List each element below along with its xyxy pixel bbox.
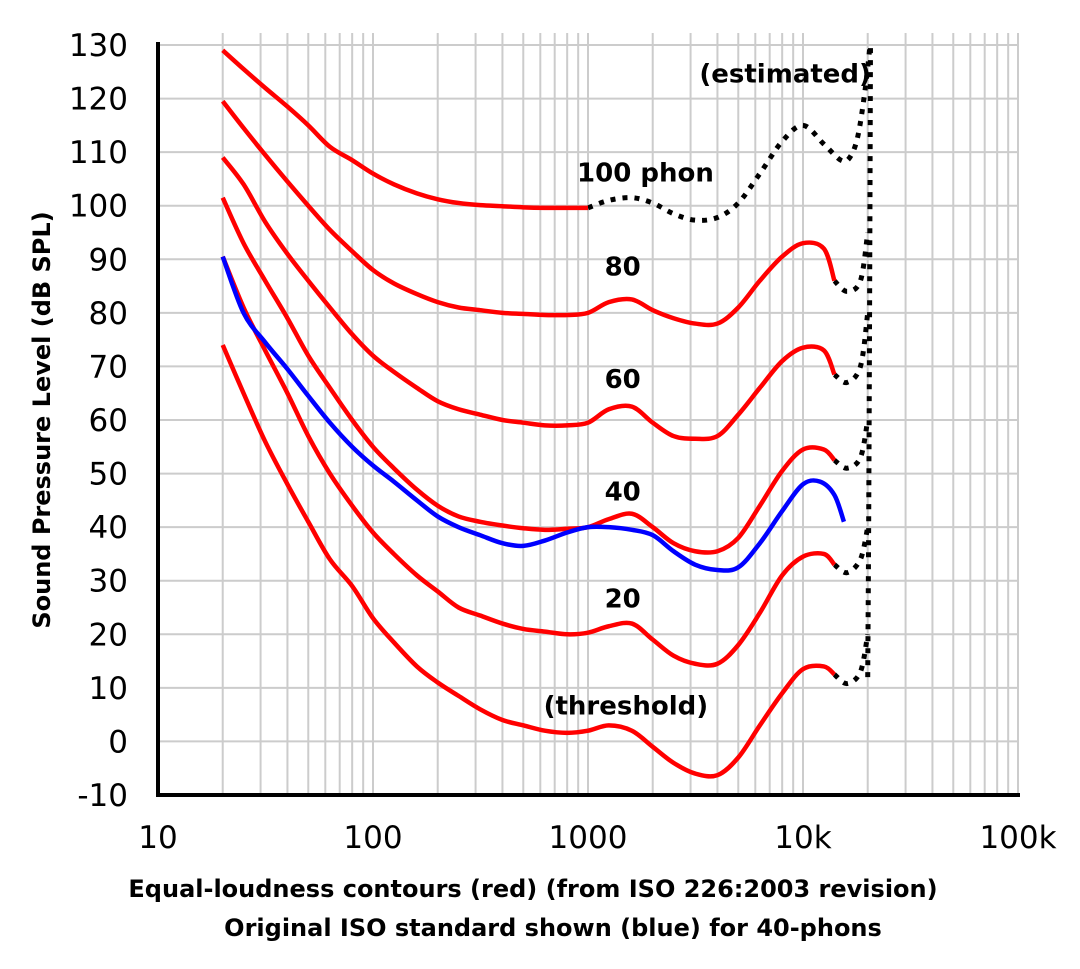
y-tick-label: 110 bbox=[69, 135, 128, 171]
original-40-phon-curve bbox=[220, 255, 847, 573]
y-tick-label: -10 bbox=[77, 778, 128, 814]
y-tick-label: 100 bbox=[69, 189, 128, 225]
iso2003-contour bbox=[220, 196, 837, 555]
estimated-label: (estimated) bbox=[699, 60, 871, 90]
axes bbox=[156, 42, 1020, 797]
y-tick-label: 80 bbox=[89, 296, 128, 332]
y-tick-label: 20 bbox=[89, 617, 128, 653]
estimated-curve-segment bbox=[832, 232, 871, 294]
x-axis-label-line-1: Equal-loudness contours (red) (from ISO … bbox=[128, 875, 937, 903]
contour-label: 100 phon bbox=[577, 159, 714, 189]
y-tick-label: 130 bbox=[69, 28, 128, 64]
y-tick-label: 40 bbox=[89, 510, 128, 546]
estimated-curve-segment bbox=[832, 526, 871, 576]
x-tick-label: 10k bbox=[774, 820, 831, 856]
contour-label: 80 bbox=[605, 252, 641, 282]
estimated-curve-segment bbox=[587, 44, 873, 223]
x-tick-label: 10 bbox=[138, 820, 177, 856]
y-tick-label: 30 bbox=[89, 564, 128, 600]
estimated-curve-segment bbox=[832, 633, 871, 687]
y-tick-label: 10 bbox=[89, 671, 128, 707]
y-tick-label: 90 bbox=[89, 242, 128, 278]
curves bbox=[220, 44, 873, 779]
iso2003-contour bbox=[220, 344, 836, 779]
x-axis-label-line-2: Original ISO standard shown (blue) for 4… bbox=[224, 914, 882, 942]
estimated-curve-segment bbox=[832, 419, 871, 471]
y-tick-label: 0 bbox=[108, 724, 128, 760]
iso2003-contour bbox=[220, 99, 837, 328]
x-tick-label: 1000 bbox=[549, 820, 628, 856]
x-tick-label: 100 bbox=[343, 820, 402, 856]
contour-label: 40 bbox=[605, 477, 641, 507]
iso2003-contour bbox=[220, 156, 837, 442]
annotations: (threshold) 20 40 60 80 100 phon (estimated) bbox=[544, 60, 871, 722]
iso2003-contour bbox=[221, 48, 588, 211]
y-tick-label: 120 bbox=[69, 82, 128, 118]
estimated-limit-line bbox=[865, 44, 873, 678]
contour-label: (threshold) bbox=[544, 692, 709, 722]
contour-label: 60 bbox=[605, 365, 641, 395]
y-tick-label: 70 bbox=[89, 349, 128, 385]
estimated-curve-segment bbox=[832, 312, 871, 386]
y-tick-label: 60 bbox=[89, 403, 128, 439]
grid bbox=[158, 33, 1019, 796]
x-tick-label: 100k bbox=[979, 820, 1056, 856]
y-tick-label: 50 bbox=[89, 457, 128, 493]
y-axis-label: Sound Pressure Level (dB SPL) bbox=[28, 211, 56, 628]
contour-label: 20 bbox=[605, 585, 641, 615]
iso2003-contour bbox=[220, 255, 837, 668]
